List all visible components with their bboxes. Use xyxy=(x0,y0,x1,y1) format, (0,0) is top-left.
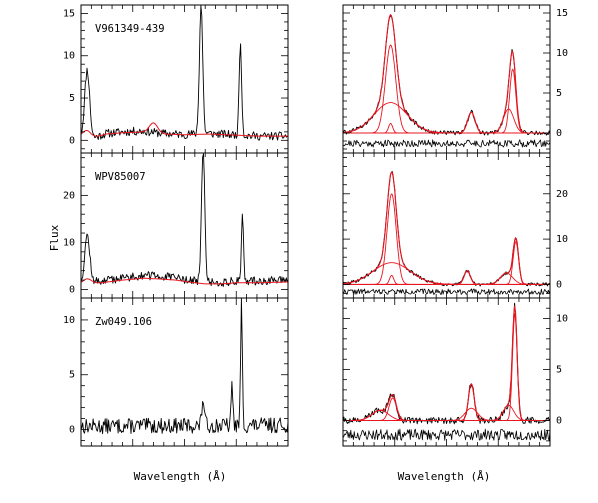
left-panel-0-ytick-label: 0 xyxy=(69,135,75,146)
model-component-right-2-1 xyxy=(343,409,550,421)
model-spectrum-left-0 xyxy=(80,122,288,137)
right-panel-2-ytick-label: 10 xyxy=(556,313,568,324)
right-panel-1-ytick-label: 10 xyxy=(556,234,568,245)
right-panel-0-frame xyxy=(342,4,551,154)
right-panel-0-ytick-label: 15 xyxy=(556,8,568,19)
left-panel-2-ytick-label: 10 xyxy=(63,315,75,326)
right-panel-1-ytick-label: 0 xyxy=(556,279,562,290)
left-panel-2-ytick-label: 5 xyxy=(69,370,75,381)
left-panel-2-ytick-label: 0 xyxy=(69,425,75,436)
residuals-right-2 xyxy=(342,428,551,441)
observed-spectrum-right-1 xyxy=(342,171,551,287)
observed-spectrum-left-2 xyxy=(80,297,289,435)
right-panel-0-ytick-label: 5 xyxy=(556,88,562,99)
left-panel-0-ytick-label: 10 xyxy=(63,51,75,62)
right-panel-2-ytick-label: 0 xyxy=(556,416,562,427)
right-panel-1-frame xyxy=(342,152,551,299)
right-panel-1-ytick-label: 20 xyxy=(556,189,568,200)
residuals-right-0 xyxy=(342,139,551,148)
observed-spectrum-left-1 xyxy=(80,153,289,287)
x-axis-label-left: Wavelength (Å) xyxy=(134,470,227,483)
model-total-right-0 xyxy=(342,14,550,134)
object-label-1: WPV85007 xyxy=(95,171,146,183)
x-axis-label-right: Wavelength (Å) xyxy=(398,470,491,483)
panel-grid: 0 5 10 15 V961349-439 0 5 10 15 0 10 20 WPV85007 0 10 2… xyxy=(63,4,568,447)
left-panel-1-ytick-label: 0 xyxy=(69,285,75,296)
right-panel-0-ytick-label: 0 xyxy=(556,128,562,139)
model-component-right-1-5 xyxy=(343,272,550,285)
left-panel-1-ytick-label: 20 xyxy=(63,190,75,201)
object-label-0: V961349-439 xyxy=(95,23,165,35)
right-panel-2-ytick-label: 5 xyxy=(556,364,562,375)
observed-spectrum-left-0 xyxy=(80,5,288,141)
model-total-right-1 xyxy=(342,171,550,285)
object-label-2: Zw049.106 xyxy=(95,316,152,328)
left-panel-1-ytick-label: 10 xyxy=(63,237,75,248)
model-total-right-2 xyxy=(343,305,550,422)
right-panel-0-ytick-label: 10 xyxy=(556,48,568,59)
y-axis-label: Flux xyxy=(48,224,61,251)
model-spectrum-left-1 xyxy=(80,277,288,285)
left-panel-0-ytick-label: 15 xyxy=(63,9,75,20)
left-panel-0-ytick-label: 5 xyxy=(69,93,75,104)
observed-spectrum-right-2 xyxy=(342,302,551,425)
